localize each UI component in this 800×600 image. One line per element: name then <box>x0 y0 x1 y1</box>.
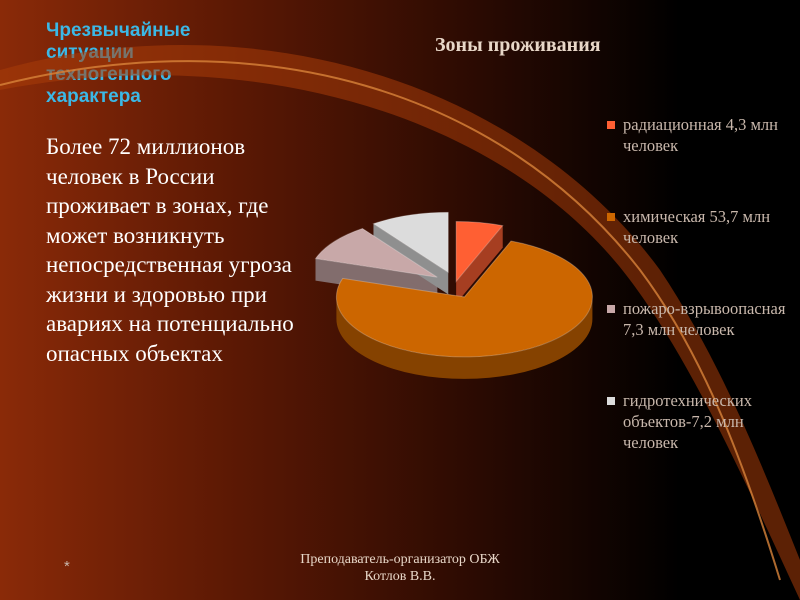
pie-slice-wall-radiation-1 <box>456 225 503 304</box>
chart-title: Зоны проживания <box>435 34 601 56</box>
pie-slice-fire <box>314 227 438 278</box>
chart-legend: радиационная 4,3 млн человек химическая … <box>607 114 797 482</box>
footer-line-1: Преподаватель-организатор ОБЖ <box>300 552 500 567</box>
legend-item-chemical: химическая 53,7 млн человек <box>607 206 797 298</box>
pie-slice-wall-hydro-0 <box>373 223 449 295</box>
pie-slice-chemical <box>335 240 593 358</box>
pie-slice-radiation <box>455 220 504 283</box>
legend-marker-radiation <box>607 121 615 129</box>
pie-slice-hydro <box>372 211 449 274</box>
footer-line-2: Котлов В.В. <box>364 569 436 584</box>
legend-marker-fire <box>607 305 615 313</box>
legend-item-hydro: гидротехнических объектов-7,2 млн челове… <box>607 390 797 482</box>
legend-marker-hydro <box>607 397 615 405</box>
pie-slice-side-chemical <box>336 296 593 379</box>
body-text: Более 72 миллионов человек в России прож… <box>46 134 294 366</box>
legend-label-radiation: радиационная 4,3 млн человек <box>623 115 778 155</box>
legend-label-chemical: химическая 53,7 млн человек <box>623 207 771 247</box>
legend-label-hydro: гидротехнических объектов-7,2 млн челове… <box>623 391 752 452</box>
legend-item-fire: пожаро-взрывоопасная 7,3 млн человек <box>607 298 797 390</box>
footer-star: * <box>64 558 70 575</box>
decor-swoosh-line <box>0 60 781 581</box>
legend-item-radiation: радиационная 4,3 млн человек <box>607 114 797 206</box>
legend-label-fire: пожаро-взрывоопасная 7,3 млн человек <box>623 299 786 339</box>
footer-credit: Преподаватель-организатор ОБЖ Котлов В.В… <box>270 551 530 585</box>
legend-marker-chemical <box>607 213 615 221</box>
